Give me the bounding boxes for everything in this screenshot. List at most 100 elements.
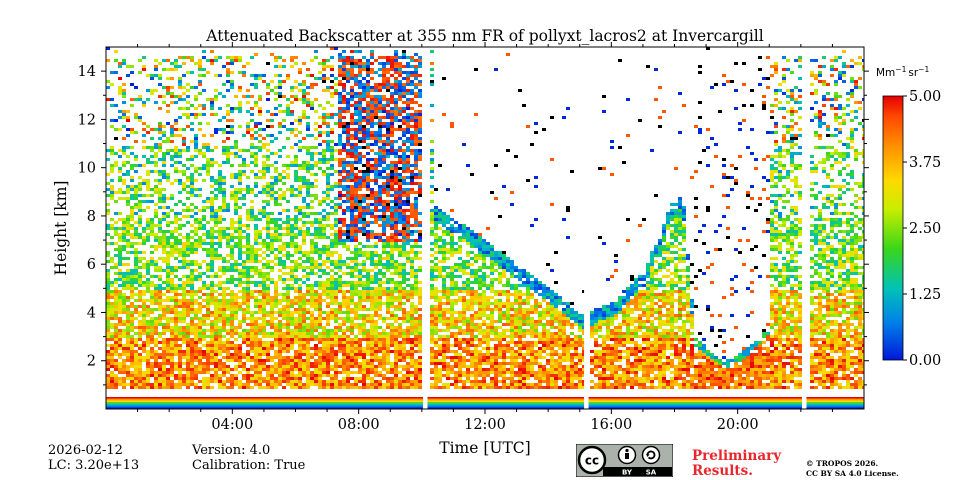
heatmap-cell xyxy=(366,101,370,104)
heatmap-cell xyxy=(322,299,326,302)
heatmap-cell xyxy=(210,359,214,362)
heatmap-cell xyxy=(366,359,370,362)
heatmap-cell xyxy=(326,365,330,368)
heatmap-cell xyxy=(358,377,362,380)
heatmap-cell xyxy=(218,332,222,335)
heatmap-cell xyxy=(210,275,214,278)
heatmap-cell xyxy=(198,218,202,221)
heatmap-cell xyxy=(362,110,366,113)
heatmap-cell xyxy=(198,62,202,65)
heatmap-cell xyxy=(242,236,246,239)
heatmap-cell xyxy=(126,278,130,281)
heatmap-cell xyxy=(210,62,214,65)
heatmap-cell xyxy=(358,368,362,371)
heatmap-cell xyxy=(126,281,130,284)
heatmap-cell xyxy=(238,236,242,239)
heatmap-cell xyxy=(114,299,118,302)
heatmap-cell xyxy=(346,350,350,353)
heatmap-cell xyxy=(322,209,326,212)
heatmap-cell xyxy=(218,254,222,257)
heatmap-cell xyxy=(182,224,186,227)
heatmap-cell xyxy=(254,296,258,299)
heatmap-cell xyxy=(230,353,234,356)
heatmap-cell xyxy=(358,170,362,173)
heatmap-cell xyxy=(214,326,218,329)
heatmap-cell xyxy=(186,377,190,380)
heatmap-cell xyxy=(326,284,330,287)
heatmap-cell xyxy=(294,242,298,245)
heatmap-cell xyxy=(142,323,146,326)
heatmap-cell xyxy=(386,287,390,290)
heatmap-cell xyxy=(250,107,254,110)
heatmap-cell xyxy=(122,353,126,356)
heatmap-cell xyxy=(174,287,178,290)
heatmap-cell xyxy=(114,308,118,311)
heatmap-cell xyxy=(370,326,374,329)
heatmap-cell xyxy=(254,365,258,368)
heatmap-cell xyxy=(394,101,398,104)
heatmap-cell xyxy=(242,320,246,323)
heatmap-cell xyxy=(346,290,350,293)
heatmap-cell xyxy=(306,74,310,77)
heatmap-cell xyxy=(326,140,330,143)
heatmap-cell xyxy=(290,56,294,59)
heatmap-cell xyxy=(394,80,398,83)
heatmap-cell xyxy=(362,92,366,95)
heatmap-cell xyxy=(106,353,110,356)
heatmap-cell xyxy=(122,308,126,311)
heatmap-cell xyxy=(198,359,202,362)
heatmap-cell xyxy=(286,230,290,233)
heatmap-cell xyxy=(158,341,162,344)
heatmap-cell xyxy=(122,311,126,314)
heatmap-cell xyxy=(350,230,354,233)
heatmap-cell xyxy=(374,281,378,284)
heatmap-cell xyxy=(322,227,326,230)
heatmap-cell xyxy=(126,251,130,254)
heatmap-cell xyxy=(362,245,366,248)
heatmap-cell xyxy=(314,338,318,341)
heatmap-cell xyxy=(266,311,270,314)
heatmap-cell xyxy=(214,215,218,218)
heatmap-cell xyxy=(126,224,130,227)
heatmap-cell xyxy=(266,164,270,167)
heatmap-cell xyxy=(318,104,322,107)
heatmap-cell xyxy=(346,296,350,299)
heatmap-cell xyxy=(354,275,358,278)
heatmap-cell xyxy=(302,308,306,311)
heatmap-cell xyxy=(174,95,178,98)
heatmap-cell xyxy=(362,128,366,131)
heatmap-cell xyxy=(390,350,394,353)
heatmap-cell xyxy=(210,215,214,218)
heatmap-cell xyxy=(390,56,394,59)
heatmap-cell xyxy=(350,200,354,203)
heatmap-cell xyxy=(130,218,134,221)
heatmap-cell xyxy=(310,248,314,251)
heatmap-cell xyxy=(334,353,338,356)
heatmap-cell xyxy=(306,101,310,104)
heatmap-cell xyxy=(342,335,346,338)
heatmap-cell xyxy=(310,311,314,314)
heatmap-cell xyxy=(322,107,326,110)
heatmap-cell xyxy=(246,260,250,263)
heatmap-cell xyxy=(190,185,194,188)
heatmap-cell xyxy=(130,236,134,239)
heatmap-cell xyxy=(354,371,358,374)
heatmap-cell xyxy=(178,329,182,332)
heatmap-cell xyxy=(290,368,294,371)
heatmap-cell xyxy=(242,329,246,332)
heatmap-cell xyxy=(322,200,326,203)
heatmap-cell xyxy=(186,314,190,317)
heatmap-cell xyxy=(370,50,374,53)
heatmap-cell xyxy=(322,77,326,80)
heatmap-cell xyxy=(374,191,378,194)
heatmap-cell xyxy=(342,71,346,74)
heatmap-cell xyxy=(226,353,230,356)
heatmap-cell xyxy=(262,299,266,302)
heatmap-cell xyxy=(362,284,366,287)
heatmap-cell xyxy=(390,134,394,137)
heatmap-cell xyxy=(170,362,174,365)
heatmap-cell xyxy=(286,155,290,158)
heatmap-cell xyxy=(202,386,206,389)
heatmap-cell xyxy=(158,266,162,269)
heatmap-cell xyxy=(118,92,122,95)
